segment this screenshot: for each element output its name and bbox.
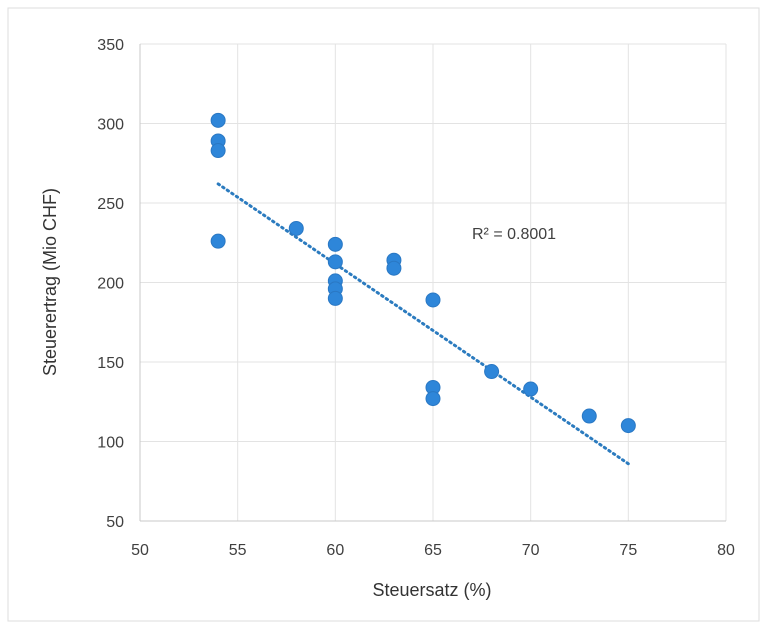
- trendline: [216, 182, 630, 466]
- x-tick-label: 65: [424, 542, 442, 559]
- data-point: [620, 418, 636, 434]
- data-point: [288, 220, 304, 236]
- axes: [139, 44, 726, 522]
- data-point: [210, 112, 226, 128]
- data-point: [386, 260, 402, 276]
- data-point: [210, 143, 226, 159]
- x-tick-label: 70: [522, 542, 540, 559]
- data-point: [327, 254, 343, 270]
- x-tick-label: 60: [326, 542, 344, 559]
- data-point: [327, 236, 343, 252]
- y-tick-label: 150: [97, 355, 124, 372]
- y-tick-label: 100: [97, 435, 124, 452]
- x-tick-label: 80: [717, 542, 735, 559]
- data-point: [425, 391, 441, 407]
- r-squared-label: R² = 0.8001: [472, 226, 556, 243]
- data-points: [210, 112, 636, 434]
- data-point: [581, 408, 597, 424]
- y-tick-label: 350: [97, 37, 124, 54]
- chart-frame: [7, 7, 760, 622]
- data-point: [523, 381, 539, 397]
- y-tick-label: 200: [97, 276, 124, 293]
- data-point: [425, 292, 441, 308]
- x-tick-label: 50: [131, 542, 149, 559]
- data-point: [327, 290, 343, 306]
- y-tick-label: 250: [97, 196, 124, 213]
- data-point: [484, 364, 500, 380]
- y-axis-title: Steuerertrag (Mio CHF): [40, 188, 60, 376]
- data-point: [210, 233, 226, 249]
- y-tick-label: 300: [97, 117, 124, 134]
- x-tick-label: 75: [619, 542, 637, 559]
- trendline-group: [216, 182, 630, 466]
- y-tick-labels: 50 100 150 200 250 300 350: [97, 37, 124, 531]
- x-tick-label: 55: [229, 542, 247, 559]
- y-tick-label: 50: [106, 514, 124, 531]
- x-tick-labels: 50 55 60 65 70 75 80: [131, 542, 735, 559]
- x-axis-title: Steuersatz (%): [372, 580, 491, 600]
